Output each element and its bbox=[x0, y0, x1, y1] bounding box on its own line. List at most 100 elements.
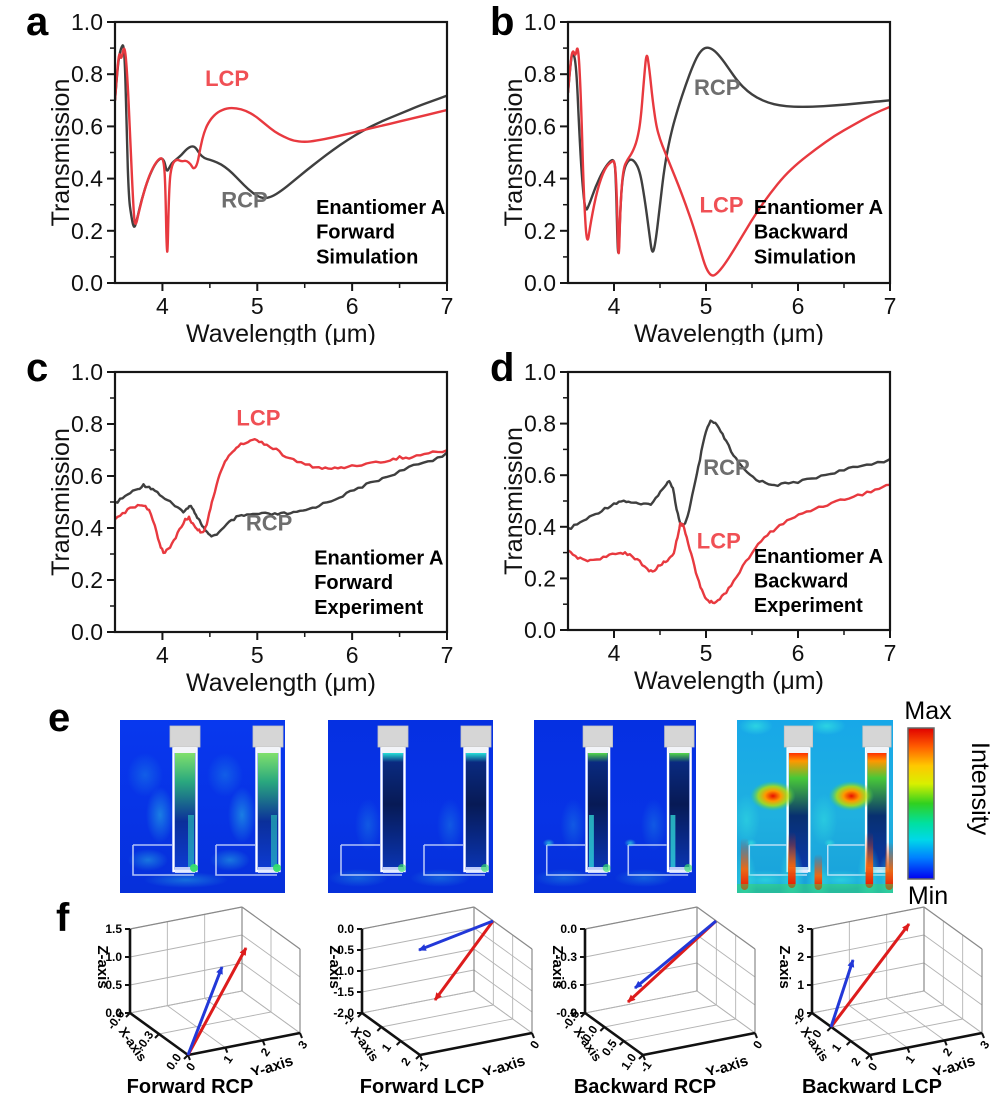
svg-text:2: 2 bbox=[848, 1055, 863, 1069]
svg-text:-0.9: -0.9 bbox=[556, 1006, 577, 1020]
svg-text:0.0: 0.0 bbox=[71, 270, 103, 296]
box-edges-3 bbox=[811, 906, 983, 1033]
svg-text:5: 5 bbox=[700, 293, 713, 319]
svg-text:0.8: 0.8 bbox=[71, 411, 103, 437]
svg-text:5: 5 bbox=[251, 642, 264, 668]
axis-ticks-1 bbox=[357, 928, 535, 1061]
svg-text:1.0: 1.0 bbox=[71, 359, 103, 385]
svg-text:4: 4 bbox=[156, 293, 169, 319]
colorbar-max-label: Max bbox=[904, 697, 952, 725]
curve-rcp-b bbox=[568, 46, 890, 254]
field-map-4 bbox=[737, 720, 893, 893]
colorbar-title: Intensity bbox=[966, 742, 994, 836]
axis-tick-labels-b: 4 5 6 7 0.0 0.2 0.4 0.6 0.8 1.0 bbox=[524, 9, 896, 319]
svg-text:6: 6 bbox=[792, 293, 805, 319]
svg-text:0.2: 0.2 bbox=[524, 218, 556, 244]
svg-text:6: 6 bbox=[792, 640, 805, 666]
axis-ticks-2 bbox=[580, 928, 758, 1061]
svg-text:2: 2 bbox=[797, 950, 804, 964]
svg-text:0.0: 0.0 bbox=[105, 1006, 122, 1020]
axis-tick-labels-d: 4 5 6 7 0.0 0.2 0.4 0.6 0.8 1.0 bbox=[524, 359, 896, 666]
curve-rcp-c bbox=[115, 451, 447, 538]
svg-text:0.0: 0.0 bbox=[560, 922, 577, 936]
axes-2 bbox=[583, 929, 756, 1057]
intensity-colorbar bbox=[907, 727, 935, 880]
vector-plot-backward-rcp: -0.9-0.6-0.30.01.00.50.0-0.5-10Z-axisX-a… bbox=[549, 906, 765, 1075]
svg-text:Backward: Backward bbox=[754, 222, 849, 244]
panel-label-d: d bbox=[490, 346, 515, 390]
curve-label-rcp-b: RCP bbox=[694, 75, 740, 100]
svg-text:2: 2 bbox=[398, 1055, 413, 1069]
svg-text:0.6: 0.6 bbox=[524, 462, 556, 488]
svg-text:1: 1 bbox=[797, 978, 804, 992]
svg-text:0.5: 0.5 bbox=[105, 978, 122, 992]
y-axis-label-c: Transmission bbox=[47, 428, 75, 576]
svg-text:0.4: 0.4 bbox=[71, 166, 103, 192]
svg-text:1.0: 1.0 bbox=[105, 950, 122, 964]
axis-ticks-3 bbox=[807, 928, 985, 1061]
vector-plot-forward-lcp: -2.0-1.5-1.0-0.50.0210-1-10Z-axisX-axisY… bbox=[326, 906, 542, 1075]
svg-text:-1.0: -1.0 bbox=[333, 964, 354, 978]
svg-text:3: 3 bbox=[977, 1038, 992, 1052]
plot-frame-c bbox=[113, 370, 449, 634]
curve-rcp-d bbox=[568, 419, 890, 530]
axis-ticks-0 bbox=[125, 928, 303, 1061]
svg-text:0.0: 0.0 bbox=[337, 922, 354, 936]
y-axis-label-d: Transmission bbox=[500, 427, 528, 575]
axis-tick-labels-c: 4 5 6 7 0.0 0.2 0.4 0.6 0.8 1.0 bbox=[71, 359, 453, 668]
plot-frame-d bbox=[566, 370, 892, 632]
svg-text:0.2: 0.2 bbox=[71, 218, 103, 244]
x-axis-label-c: Wavelength (μm) bbox=[186, 669, 376, 697]
panel-label-f: f bbox=[56, 896, 70, 940]
svg-text:Enantiomer A: Enantiomer A bbox=[314, 547, 443, 569]
svg-text:1.0: 1.0 bbox=[618, 1051, 639, 1073]
svg-text:0.0: 0.0 bbox=[524, 617, 556, 643]
y-axis-label-3: Y-axis bbox=[931, 1052, 978, 1075]
y-axis-label-1: Y-axis bbox=[481, 1052, 528, 1075]
svg-text:4: 4 bbox=[156, 642, 169, 668]
svg-text:Experiment: Experiment bbox=[754, 595, 863, 617]
svg-text:Enantiomer A: Enantiomer A bbox=[754, 546, 883, 568]
svg-text:0: 0 bbox=[797, 1006, 804, 1020]
plot-frame-b bbox=[566, 20, 892, 285]
svg-text:-0.6: -0.6 bbox=[556, 978, 577, 992]
panel-label-b: b bbox=[490, 0, 515, 44]
svg-text:6: 6 bbox=[346, 293, 359, 319]
x-axis-label-b: Wavelength (μm) bbox=[634, 320, 824, 345]
svg-text:1: 1 bbox=[220, 1052, 235, 1066]
curve-label-lcp-a: LCP bbox=[205, 66, 249, 91]
y-axis-label-2: Y-axis bbox=[704, 1052, 751, 1075]
curve-label-rcp-a: RCP bbox=[221, 187, 267, 212]
chart-c: 4 5 6 7 0.0 0.2 0.4 0.6 0.8 1.0 Wavelength (μm) Tra… bbox=[47, 359, 453, 697]
curve-lcp-b bbox=[568, 47, 890, 277]
curve-lcp-c bbox=[115, 438, 447, 555]
axis-tick-labels-a: 4 5 6 7 0.0 0.2 0.4 0.6 0.8 1.0 bbox=[71, 9, 453, 319]
colorbar-min-label: Min bbox=[907, 882, 949, 910]
svg-text:0.8: 0.8 bbox=[524, 411, 556, 437]
svg-text:Backward: Backward bbox=[754, 570, 849, 592]
blue-vector-arrow bbox=[829, 959, 855, 1028]
annotation-c: Enantiomer A Forward Experiment bbox=[314, 547, 443, 618]
svg-text:6: 6 bbox=[346, 642, 359, 668]
caption-backward-lcp: Backward LCP bbox=[801, 1076, 943, 1098]
svg-text:0.4: 0.4 bbox=[71, 515, 103, 541]
svg-text:4: 4 bbox=[608, 640, 621, 666]
svg-text:0.8: 0.8 bbox=[71, 61, 103, 87]
chart-a: 4 5 6 7 0.0 0.2 0.4 0.6 0.8 1.0 Wavelength (μm) Tra… bbox=[47, 9, 453, 345]
z-axis-label-2: Z-axis bbox=[549, 945, 566, 988]
svg-text:-0.5: -0.5 bbox=[333, 943, 354, 957]
z-axis-label-0: Z-axis bbox=[94, 945, 111, 988]
svg-text:7: 7 bbox=[441, 642, 454, 668]
svg-text:0.6: 0.6 bbox=[524, 113, 556, 139]
svg-text:7: 7 bbox=[441, 293, 454, 319]
svg-text:1.0: 1.0 bbox=[524, 9, 556, 35]
svg-text:1: 1 bbox=[902, 1052, 917, 1066]
svg-text:3: 3 bbox=[797, 922, 804, 936]
svg-text:-2.0: -2.0 bbox=[333, 1006, 354, 1020]
caption-forward-lcp: Forward LCP bbox=[359, 1076, 485, 1098]
panel-label-c: c bbox=[26, 346, 49, 390]
svg-text:Experiment: Experiment bbox=[314, 597, 423, 619]
curve-label-lcp-b: LCP bbox=[700, 193, 744, 218]
svg-text:5: 5 bbox=[251, 293, 264, 319]
